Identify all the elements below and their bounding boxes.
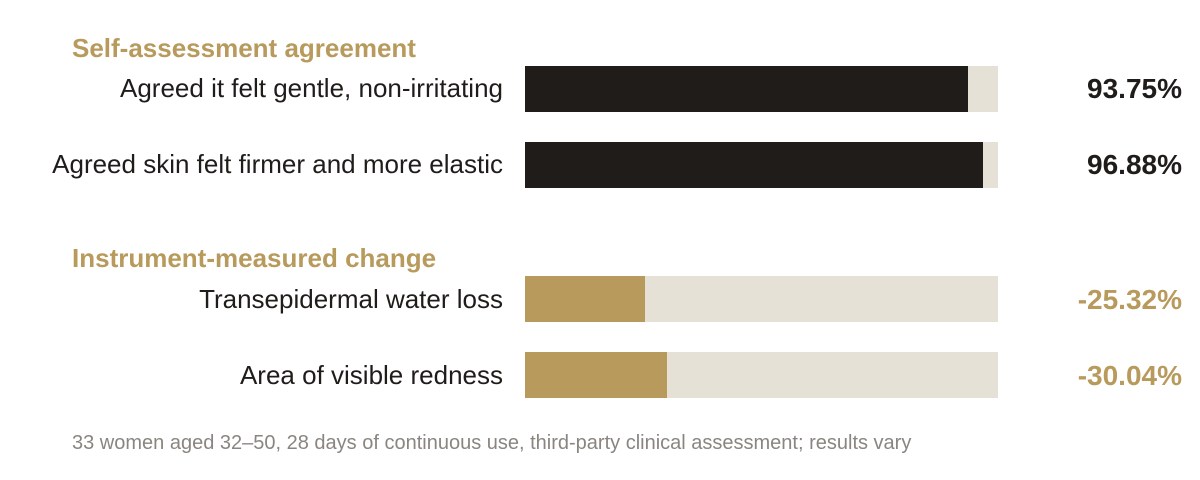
row-label: Area of visible redness xyxy=(239,360,503,390)
bar xyxy=(525,276,645,322)
bar-track xyxy=(525,142,998,188)
bar xyxy=(525,66,969,112)
value-label: 93.75% xyxy=(1087,73,1182,104)
section-title-instrument-measured: Instrument-measured change xyxy=(72,243,437,273)
section-title-self-assessment: Self-assessment agreement xyxy=(72,33,416,63)
row-label: Transepidermal water loss xyxy=(199,284,503,314)
value-label: -25.32% xyxy=(1077,284,1182,315)
bar xyxy=(525,352,668,398)
value-label: -30.04% xyxy=(1077,360,1182,391)
footnote: 33 women aged 32–50, 28 days of continuo… xyxy=(72,432,912,454)
bar-track xyxy=(525,276,998,322)
bar-track xyxy=(525,352,998,398)
bar xyxy=(525,142,984,188)
row-label: Agreed skin felt firmer and more elastic xyxy=(52,149,503,179)
value-label: 96.88% xyxy=(1087,149,1182,180)
row-label: Agreed it felt gentle, non-irritating xyxy=(120,73,503,103)
bar-track xyxy=(525,66,998,112)
